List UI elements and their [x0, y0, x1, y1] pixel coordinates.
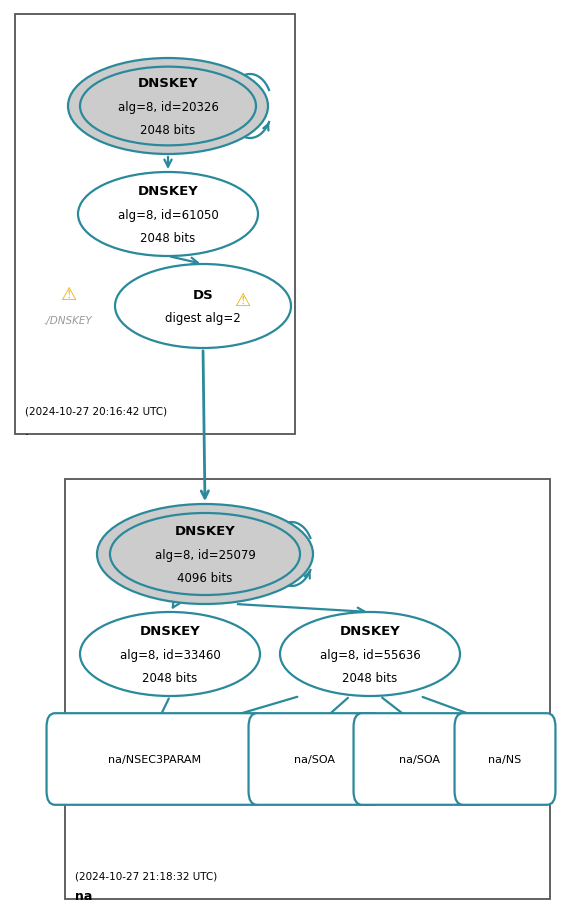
- Text: na/NS: na/NS: [488, 754, 522, 765]
- Ellipse shape: [280, 612, 460, 697]
- Text: ⚠: ⚠: [235, 291, 250, 310]
- Text: na/NSEC3PARAM: na/NSEC3PARAM: [108, 754, 201, 765]
- Text: digest alg=2: digest alg=2: [165, 312, 241, 325]
- FancyBboxPatch shape: [47, 713, 263, 805]
- Text: (2024-10-27 21:18:32 UTC): (2024-10-27 21:18:32 UTC): [75, 871, 217, 881]
- FancyBboxPatch shape: [15, 15, 295, 435]
- Text: alg=8, id=55636: alg=8, id=55636: [320, 648, 420, 661]
- Text: alg=8, id=61050: alg=8, id=61050: [118, 209, 218, 221]
- Text: na/SOA: na/SOA: [399, 754, 440, 765]
- Text: DNSKEY: DNSKEY: [175, 524, 235, 537]
- Ellipse shape: [115, 265, 291, 348]
- Text: 2048 bits: 2048 bits: [342, 672, 398, 685]
- Text: alg=8, id=20326: alg=8, id=20326: [117, 100, 218, 113]
- FancyBboxPatch shape: [249, 713, 381, 805]
- Text: 2048 bits: 2048 bits: [140, 233, 196, 245]
- Text: .: .: [25, 425, 29, 437]
- Text: 2048 bits: 2048 bits: [140, 124, 196, 137]
- Text: na/SOA: na/SOA: [294, 754, 336, 765]
- Ellipse shape: [97, 505, 313, 605]
- Text: 4096 bits: 4096 bits: [177, 572, 233, 584]
- Text: ⚠: ⚠: [60, 286, 76, 303]
- FancyBboxPatch shape: [354, 713, 487, 805]
- Text: na: na: [75, 889, 92, 902]
- Text: DNSKEY: DNSKEY: [138, 185, 199, 198]
- Text: 2048 bits: 2048 bits: [142, 672, 197, 685]
- FancyBboxPatch shape: [455, 713, 556, 805]
- Ellipse shape: [68, 59, 268, 154]
- Text: DNSKEY: DNSKEY: [340, 624, 400, 637]
- Text: DNSKEY: DNSKEY: [138, 76, 199, 89]
- Ellipse shape: [78, 173, 258, 256]
- Text: DS: DS: [193, 289, 213, 301]
- Text: DNSKEY: DNSKEY: [140, 624, 200, 637]
- Ellipse shape: [80, 612, 260, 697]
- Text: (2024-10-27 20:16:42 UTC): (2024-10-27 20:16:42 UTC): [25, 406, 167, 416]
- Text: alg=8, id=25079: alg=8, id=25079: [155, 548, 255, 561]
- Text: alg=8, id=33460: alg=8, id=33460: [120, 648, 221, 661]
- Text: ./DNSKEY: ./DNSKEY: [43, 315, 92, 325]
- FancyBboxPatch shape: [65, 480, 550, 899]
